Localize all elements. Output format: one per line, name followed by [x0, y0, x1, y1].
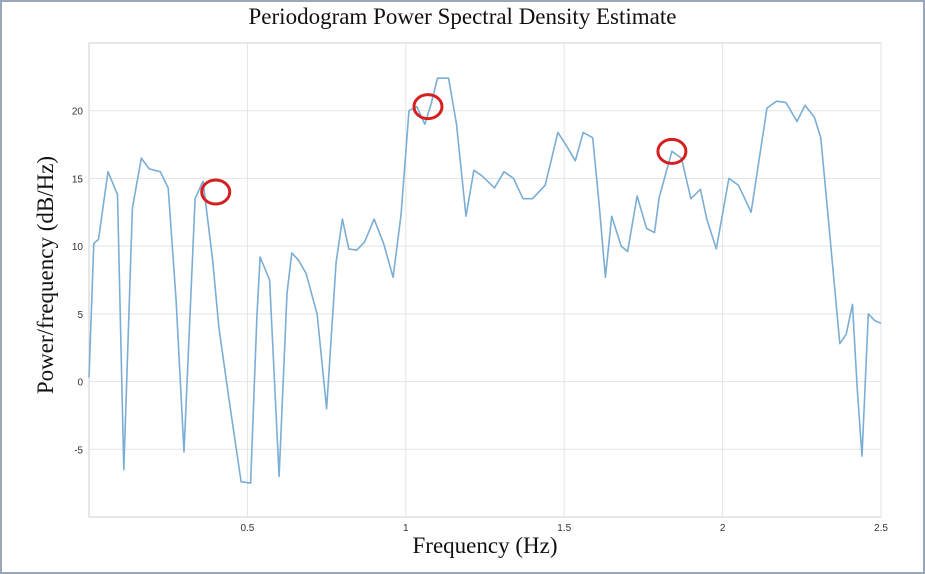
y-tick-label: 5 [77, 310, 83, 321]
y-tick-label: -5 [74, 445, 83, 456]
y-tick-label: 10 [72, 242, 84, 253]
x-tick-label: 1.5 [557, 523, 571, 534]
tick-labels: 0.5 1 1.5 2 2.5 -5 0 5 10 15 20 [72, 107, 889, 534]
grid-lines [89, 43, 882, 517]
x-tick-label: 0.5 [240, 523, 254, 534]
peak-marker-circle [200, 178, 232, 206]
x-tick-label: 2 [720, 523, 726, 534]
psd-series-line [88, 77, 882, 484]
chart-title: Periodogram Power Spectral Density Estim… [248, 4, 677, 29]
peak-marker-circle [656, 137, 688, 165]
x-tick-label: 1 [403, 523, 409, 534]
x-axis-label: Frequency (Hz) [412, 533, 558, 558]
peak-marker-circle [412, 93, 444, 121]
x-tick-label: 2.5 [874, 523, 888, 534]
plot-background [88, 42, 882, 518]
y-tick-label: 20 [72, 107, 84, 118]
y-tick-label: 15 [72, 174, 84, 185]
peak-markers [200, 93, 688, 206]
y-tick-label: 0 [77, 378, 83, 389]
